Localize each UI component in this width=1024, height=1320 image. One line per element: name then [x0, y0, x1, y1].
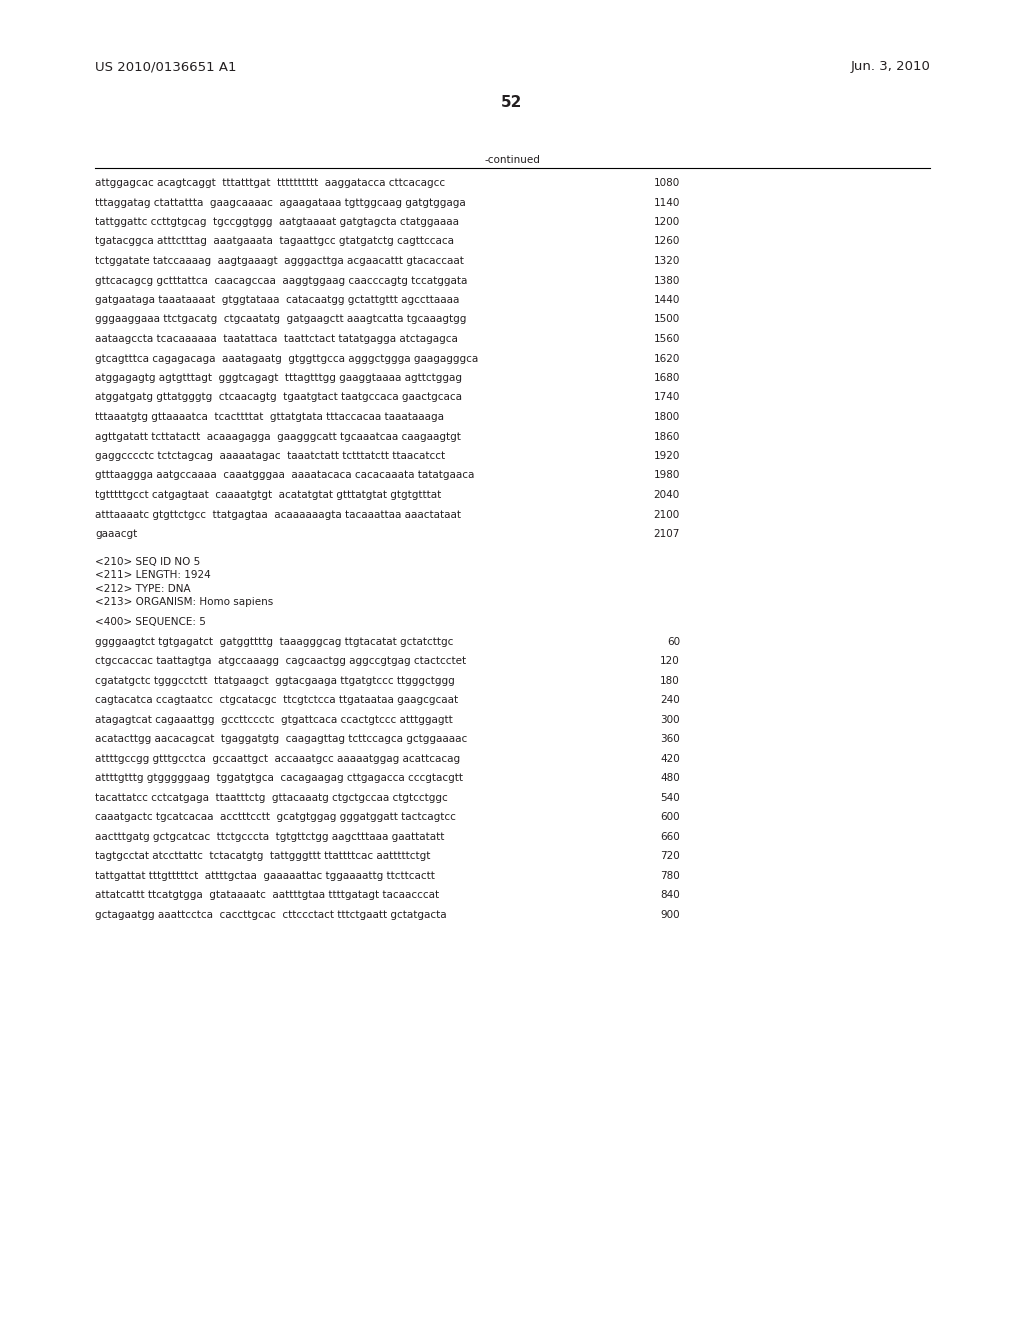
Text: 1740: 1740 [653, 392, 680, 403]
Text: 1560: 1560 [653, 334, 680, 345]
Text: 1500: 1500 [653, 314, 680, 325]
Text: 600: 600 [660, 812, 680, 822]
Text: atttaaaatc gtgttctgcc  ttatgagtaa  acaaaaaagta tacaaattaa aaactataat: atttaaaatc gtgttctgcc ttatgagtaa acaaaaa… [95, 510, 461, 520]
Text: gaggcccctc tctctagcag  aaaaatagac  taaatctatt tctttatctt ttaacatcct: gaggcccctc tctctagcag aaaaatagac taaatct… [95, 451, 445, 461]
Text: cagtacatca ccagtaatcc  ctgcatacgc  ttcgtctcca ttgataataa gaagcgcaat: cagtacatca ccagtaatcc ctgcatacgc ttcgtct… [95, 696, 458, 705]
Text: atggagagtg agtgtttagt  gggtcagagt  tttagtttgg gaaggtaaaa agttctggag: atggagagtg agtgtttagt gggtcagagt tttagtt… [95, 374, 462, 383]
Text: 1860: 1860 [653, 432, 680, 441]
Text: 1800: 1800 [653, 412, 680, 422]
Text: atagagtcat cagaaattgg  gccttccctc  gtgattcaca ccactgtccc atttggagtt: atagagtcat cagaaattgg gccttccctc gtgattc… [95, 715, 453, 725]
Text: attggagcac acagtcaggt  tttatttgat  tttttttttt  aaggatacca cttcacagcc: attggagcac acagtcaggt tttatttgat ttttttt… [95, 178, 445, 187]
Text: atggatgatg gttatgggtg  ctcaacagtg  tgaatgtact taatgccaca gaactgcaca: atggatgatg gttatgggtg ctcaacagtg tgaatgt… [95, 392, 462, 403]
Text: ggggaagtct tgtgagatct  gatggttttg  taaagggcag ttgtacatat gctatcttgc: ggggaagtct tgtgagatct gatggttttg taaaggg… [95, 636, 454, 647]
Text: tgatacggca atttctttag  aaatgaaata  tagaattgcc gtatgatctg cagttccaca: tgatacggca atttctttag aaatgaaata tagaatt… [95, 236, 454, 247]
Text: <400> SEQUENCE: 5: <400> SEQUENCE: 5 [95, 618, 206, 627]
Text: <213> ORGANISM: Homo sapiens: <213> ORGANISM: Homo sapiens [95, 597, 273, 607]
Text: 780: 780 [660, 871, 680, 880]
Text: cgatatgctc tgggcctctt  ttatgaagct  ggtacgaaga ttgatgtccc ttgggctggg: cgatatgctc tgggcctctt ttatgaagct ggtacga… [95, 676, 455, 686]
Text: <211> LENGTH: 1924: <211> LENGTH: 1924 [95, 570, 211, 579]
Text: 540: 540 [660, 793, 680, 803]
Text: 1380: 1380 [653, 276, 680, 285]
Text: 900: 900 [660, 909, 680, 920]
Text: US 2010/0136651 A1: US 2010/0136651 A1 [95, 59, 237, 73]
Text: 2040: 2040 [653, 490, 680, 500]
Text: 360: 360 [660, 734, 680, 744]
Text: 1320: 1320 [653, 256, 680, 267]
Text: 52: 52 [502, 95, 522, 110]
Text: gttcacagcg gctttattca  caacagccaa  aaggtggaag caacccagtg tccatggata: gttcacagcg gctttattca caacagccaa aaggtgg… [95, 276, 467, 285]
Text: 1680: 1680 [653, 374, 680, 383]
Text: attttgccgg gtttgcctca  gccaattgct  accaaatgcc aaaaatggag acattcacag: attttgccgg gtttgcctca gccaattgct accaaat… [95, 754, 460, 764]
Text: tttaaatgtg gttaaaatca  tcacttttat  gttatgtata tttaccacaa taaataaaga: tttaaatgtg gttaaaatca tcacttttat gttatgt… [95, 412, 444, 422]
Text: 1620: 1620 [653, 354, 680, 363]
Text: 2107: 2107 [653, 529, 680, 539]
Text: 1200: 1200 [653, 216, 680, 227]
Text: ctgccaccac taattagtga  atgccaaagg  cagcaactgg aggccgtgag ctactcctet: ctgccaccac taattagtga atgccaaagg cagcaac… [95, 656, 466, 667]
Text: 300: 300 [660, 715, 680, 725]
Text: tgtttttgcct catgagtaat  caaaatgtgt  acatatgtat gtttatgtat gtgtgtttat: tgtttttgcct catgagtaat caaaatgtgt acatat… [95, 490, 441, 500]
Text: 480: 480 [660, 774, 680, 783]
Text: tagtgcctat atccttattc  tctacatgtg  tattgggttt ttattttcac aatttttctgt: tagtgcctat atccttattc tctacatgtg tattggg… [95, 851, 430, 862]
Text: 1920: 1920 [653, 451, 680, 461]
Text: <210> SEQ ID NO 5: <210> SEQ ID NO 5 [95, 557, 201, 566]
Text: tctggatate tatccaaaag  aagtgaaagt  agggacttga acgaacattt gtacaccaat: tctggatate tatccaaaag aagtgaaagt agggact… [95, 256, 464, 267]
Text: 1440: 1440 [653, 294, 680, 305]
Text: caaatgactc tgcatcacaa  acctttcctt  gcatgtggag gggatggatt tactcagtcc: caaatgactc tgcatcacaa acctttcctt gcatgtg… [95, 812, 456, 822]
Text: tacattatcc cctcatgaga  ttaatttctg  gttacaaatg ctgctgccaa ctgtcctggc: tacattatcc cctcatgaga ttaatttctg gttacaa… [95, 793, 447, 803]
Text: 2100: 2100 [653, 510, 680, 520]
Text: 1080: 1080 [653, 178, 680, 187]
Text: aactttgatg gctgcatcac  ttctgcccta  tgtgttctgg aagctttaaa gaattatatt: aactttgatg gctgcatcac ttctgcccta tgtgttc… [95, 832, 444, 842]
Text: 720: 720 [660, 851, 680, 862]
Text: 1260: 1260 [653, 236, 680, 247]
Text: tattgattat tttgtttttct  attttgctaa  gaaaaattac tggaaaattg ttcttcactt: tattgattat tttgtttttct attttgctaa gaaaaa… [95, 871, 435, 880]
Text: 420: 420 [660, 754, 680, 764]
Text: 60: 60 [667, 636, 680, 647]
Text: acatacttgg aacacagcat  tgaggatgtg  caagagttag tcttccagca gctggaaaac: acatacttgg aacacagcat tgaggatgtg caagagt… [95, 734, 467, 744]
Text: tattggattc ccttgtgcag  tgccggtggg  aatgtaaaat gatgtagcta ctatggaaaa: tattggattc ccttgtgcag tgccggtggg aatgtaa… [95, 216, 459, 227]
Text: 180: 180 [660, 676, 680, 686]
Text: Jun. 3, 2010: Jun. 3, 2010 [850, 59, 930, 73]
Text: gaaacgt: gaaacgt [95, 529, 137, 539]
Text: gggaaggaaa ttctgacatg  ctgcaatatg  gatgaagctt aaagtcatta tgcaaagtgg: gggaaggaaa ttctgacatg ctgcaatatg gatgaag… [95, 314, 466, 325]
Text: 1140: 1140 [653, 198, 680, 207]
Text: 240: 240 [660, 696, 680, 705]
Text: attttgtttg gtgggggaag  tggatgtgca  cacagaagag cttgagacca cccgtacgtt: attttgtttg gtgggggaag tggatgtgca cacagaa… [95, 774, 463, 783]
Text: gtttaaggga aatgccaaaa  caaatgggaa  aaaatacaca cacacaaata tatatgaaca: gtttaaggga aatgccaaaa caaatgggaa aaaatac… [95, 470, 474, 480]
Text: 840: 840 [660, 891, 680, 900]
Text: -continued: -continued [484, 154, 540, 165]
Text: 660: 660 [660, 832, 680, 842]
Text: 1980: 1980 [653, 470, 680, 480]
Text: 120: 120 [660, 656, 680, 667]
Text: gtcagtttca cagagacaga  aaatagaatg  gtggttgcca agggctggga gaagagggca: gtcagtttca cagagacaga aaatagaatg gtggttg… [95, 354, 478, 363]
Text: gatgaataga taaataaaat  gtggtataaa  catacaatgg gctattgttt agccttaaaa: gatgaataga taaataaaat gtggtataaa catacaa… [95, 294, 460, 305]
Text: agttgatatt tcttatactt  acaaagagga  gaagggcatt tgcaaatcaa caagaagtgt: agttgatatt tcttatactt acaaagagga gaagggc… [95, 432, 461, 441]
Text: tttaggatag ctattattta  gaagcaaaac  agaagataaa tgttggcaag gatgtggaga: tttaggatag ctattattta gaagcaaaac agaagat… [95, 198, 466, 207]
Text: attatcattt ttcatgtgga  gtataaaatc  aattttgtaa ttttgatagt tacaacccat: attatcattt ttcatgtgga gtataaaatc aattttg… [95, 891, 439, 900]
Text: <212> TYPE: DNA: <212> TYPE: DNA [95, 583, 190, 594]
Text: aataagccta tcacaaaaaa  taatattaca  taattctact tatatgagga atctagagca: aataagccta tcacaaaaaa taatattaca taattct… [95, 334, 458, 345]
Text: gctagaatgg aaattcctca  caccttgcac  cttccctact tttctgaatt gctatgacta: gctagaatgg aaattcctca caccttgcac cttccct… [95, 909, 446, 920]
